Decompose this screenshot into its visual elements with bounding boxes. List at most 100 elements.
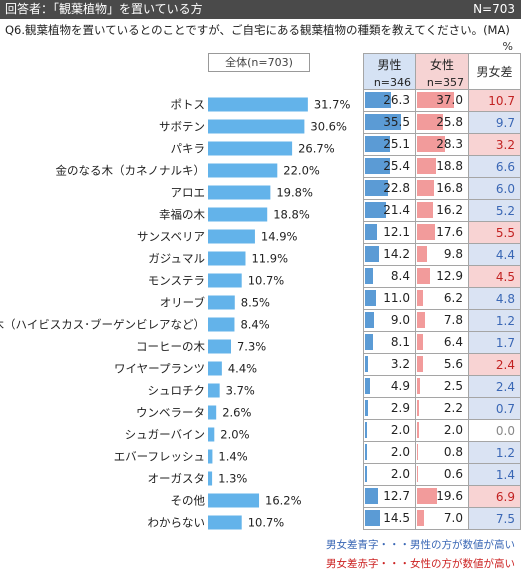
male-bar — [365, 202, 387, 218]
female-value: 19.6 — [436, 489, 463, 503]
overall-bar — [208, 97, 308, 112]
overall-value-label: 16.2% — [265, 494, 302, 508]
overall-value-label: 14.9% — [261, 230, 298, 244]
category-label: 幸福の木 — [159, 208, 205, 222]
male-bar — [365, 246, 380, 262]
category-label: サボテン — [159, 120, 205, 134]
male-cell: 25.1 — [363, 133, 416, 156]
category-label: シュロチク — [148, 384, 206, 398]
female-cell: 9.8 — [415, 243, 469, 266]
female-cell: 0.6 — [415, 463, 469, 486]
diff-cell: 9.7 — [468, 111, 521, 134]
overall-bar — [208, 493, 260, 508]
table-header-row: 男性 n=346 女性 n=357 男女差 — [363, 53, 521, 90]
overall-bar — [208, 207, 268, 222]
category-label: その他 — [171, 494, 206, 508]
diff-value: 2.4 — [495, 357, 515, 372]
female-bar — [417, 444, 418, 460]
legend-blue-note: 男女差青字・・・男性の方が数値が高い — [326, 539, 515, 551]
diff-cell: 1.4 — [468, 463, 521, 486]
diff-value: 1.2 — [495, 445, 515, 460]
diff-cell: 10.7 — [468, 89, 521, 112]
diff-value: 1.4 — [495, 467, 515, 482]
female-bar — [417, 180, 434, 196]
female-value: 0.8 — [443, 445, 463, 459]
male-cell: 12.7 — [363, 485, 416, 508]
male-cell: 2.9 — [363, 397, 416, 420]
table-row: 2.0 2.0 0.0 — [363, 419, 521, 442]
male-value: 12.1 — [383, 225, 410, 239]
overall-value-label: 22.0% — [283, 164, 320, 178]
female-value: 37.0 — [436, 93, 463, 107]
male-cell: 12.1 — [363, 221, 416, 244]
male-value: 14.2 — [383, 247, 410, 261]
category-label: ガジュマル — [148, 252, 205, 266]
overall-value-label: 2.6% — [222, 406, 251, 420]
overall-bar — [208, 405, 217, 420]
female-value: 9.8 — [443, 247, 463, 261]
female-value: 0.6 — [443, 467, 463, 481]
category-label: シュガーバイン — [125, 428, 205, 442]
table-row: 2.0 0.8 1.2 — [363, 441, 521, 464]
table-row: 2.0 0.6 1.4 — [363, 463, 521, 486]
category-label: サンスベリア — [137, 230, 205, 244]
male-value: 22.8 — [383, 181, 410, 195]
diff-cell: 5.5 — [468, 221, 521, 244]
male-value: 4.9 — [390, 379, 410, 393]
diff-value: 0.0 — [495, 423, 515, 438]
male-bar — [365, 466, 367, 482]
male-cell: 2.0 — [363, 463, 416, 486]
male-cell: 11.0 — [363, 287, 416, 310]
unit-label: % — [502, 40, 513, 53]
male-value: 11.0 — [383, 291, 410, 305]
female-bar — [417, 356, 423, 372]
female-cell: 18.8 — [415, 155, 469, 178]
overall-bar — [208, 295, 235, 310]
table-row: 35.5 25.8 9.7 — [363, 111, 521, 134]
diff-value: 0.7 — [495, 401, 515, 416]
male-value: 25.4 — [383, 159, 410, 173]
category-label: オーガスタ — [148, 472, 206, 486]
legend-red-note: 男女差赤字・・・女性の方が数値が高い — [326, 558, 515, 570]
category-label: パキラ — [171, 142, 206, 156]
overall-bar — [208, 273, 242, 288]
diff-value: 6.9 — [495, 489, 515, 504]
female-bar — [417, 400, 420, 416]
overall-value-label: 10.7% — [248, 516, 285, 530]
question-text: Q6.観葉植物を置いているとのことですが、ご自宅にある観葉植物の種類を教えてくだ… — [5, 23, 510, 37]
table-row: 2.9 2.2 0.7 — [363, 397, 521, 420]
female-value: 25.8 — [436, 115, 463, 129]
female-value: 2.5 — [443, 379, 463, 393]
overall-value-label: 19.8% — [276, 186, 313, 200]
male-bar — [365, 312, 374, 328]
male-cell: 2.0 — [363, 419, 416, 442]
overall-value-label: 3.7% — [226, 384, 255, 398]
diff-cell: 0.0 — [468, 419, 521, 442]
category-label: ワイヤープランツ — [114, 362, 205, 376]
female-cell: 2.2 — [415, 397, 469, 420]
diff-header: 男女差 — [468, 53, 521, 90]
male-value: 25.1 — [383, 137, 410, 151]
female-value: 7.8 — [443, 313, 463, 327]
female-value: 6.2 — [443, 291, 463, 305]
diff-cell: 6.9 — [468, 485, 521, 508]
diff-value: 4.5 — [495, 269, 515, 284]
category-label: 金のなる木（カネノナルキ） — [56, 164, 206, 178]
male-value: 21.4 — [383, 203, 410, 217]
diff-header-label: 男女差 — [476, 65, 513, 79]
female-bar — [417, 422, 419, 438]
table-row: 22.8 16.8 6.0 — [363, 177, 521, 200]
female-value: 7.0 — [443, 511, 463, 525]
diff-cell: 4.4 — [468, 243, 521, 266]
female-cell: 37.0 — [415, 89, 469, 112]
diff-value: 1.7 — [495, 335, 515, 350]
respondents-label: 回答者：「観葉植物」を置いている方 — [5, 2, 203, 16]
male-bar — [365, 158, 391, 174]
female-value: 18.8 — [436, 159, 463, 173]
male-value: 2.9 — [390, 401, 410, 415]
overall-bar — [208, 229, 255, 244]
male-value: 2.0 — [390, 467, 410, 481]
female-header: 女性 n=357 — [415, 53, 469, 90]
overall-bar — [208, 339, 231, 354]
diff-cell: 6.0 — [468, 177, 521, 200]
